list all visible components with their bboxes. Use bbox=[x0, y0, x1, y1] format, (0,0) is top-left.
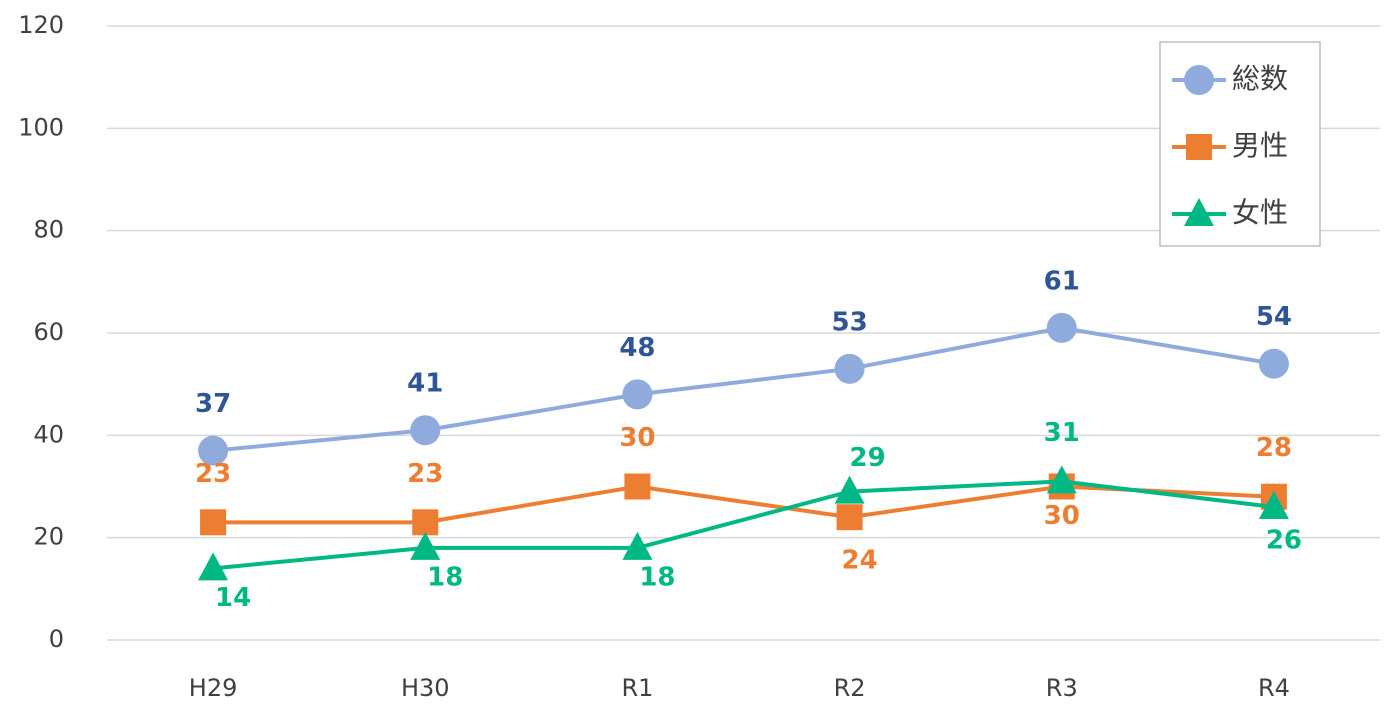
data-point bbox=[622, 531, 653, 560]
legend-label: 総数 bbox=[1232, 62, 1288, 95]
data-point bbox=[1258, 490, 1289, 519]
series-line bbox=[213, 484, 1275, 525]
y-tick-label: 20 bbox=[33, 523, 64, 551]
data-label: 14 bbox=[215, 583, 251, 613]
y-tick-label: 60 bbox=[33, 318, 64, 346]
y-tick-label: 40 bbox=[33, 420, 64, 448]
y-tick-label: 120 bbox=[18, 11, 64, 39]
data-label: 37 bbox=[195, 389, 231, 419]
data-point bbox=[622, 379, 653, 410]
data-point bbox=[1258, 348, 1289, 379]
x-tick-label: H30 bbox=[401, 674, 450, 702]
legend-label: 女性 bbox=[1232, 196, 1288, 229]
series-line bbox=[212, 479, 1275, 571]
data-point bbox=[410, 415, 441, 446]
x-tick-label: R4 bbox=[1258, 674, 1290, 702]
data-point bbox=[410, 531, 441, 560]
data-label: 53 bbox=[831, 307, 867, 337]
data-point bbox=[200, 509, 227, 536]
data-point bbox=[412, 509, 439, 536]
legend-marker bbox=[1184, 198, 1214, 226]
x-tick-label: R3 bbox=[1046, 674, 1078, 702]
data-label: 18 bbox=[639, 562, 675, 592]
legend-label: 男性 bbox=[1232, 129, 1288, 162]
data-point bbox=[198, 435, 229, 466]
data-label: 29 bbox=[849, 443, 885, 473]
data-label: 48 bbox=[619, 333, 655, 363]
x-tick-label: H29 bbox=[189, 674, 238, 702]
data-label: 30 bbox=[619, 423, 655, 453]
data-label: 24 bbox=[841, 546, 877, 576]
legend-marker bbox=[1186, 134, 1212, 160]
x-tick-label: R2 bbox=[834, 674, 866, 702]
data-label: 61 bbox=[1044, 266, 1080, 296]
y-tick-label: 0 bbox=[49, 625, 64, 653]
data-label: 26 bbox=[1266, 525, 1302, 555]
data-point bbox=[834, 475, 865, 504]
data-label: 54 bbox=[1256, 302, 1292, 332]
data-point bbox=[624, 473, 651, 500]
data-label: 23 bbox=[195, 459, 231, 489]
data-label: 30 bbox=[1044, 501, 1080, 531]
data-point bbox=[198, 552, 229, 581]
data-point bbox=[836, 504, 863, 531]
y-tick-label: 100 bbox=[18, 113, 64, 141]
data-point bbox=[834, 353, 865, 384]
data-label: 28 bbox=[1256, 433, 1292, 463]
data-point bbox=[1046, 465, 1077, 494]
series-line bbox=[212, 325, 1275, 453]
x-tick-label: R1 bbox=[621, 674, 653, 702]
y-tick-label: 80 bbox=[33, 216, 64, 244]
data-point bbox=[1046, 312, 1077, 343]
data-label: 18 bbox=[427, 562, 463, 592]
data-label: 23 bbox=[407, 459, 443, 489]
data-label: 31 bbox=[1044, 418, 1080, 448]
data-label: 41 bbox=[407, 369, 443, 399]
legend-marker bbox=[1184, 65, 1214, 95]
